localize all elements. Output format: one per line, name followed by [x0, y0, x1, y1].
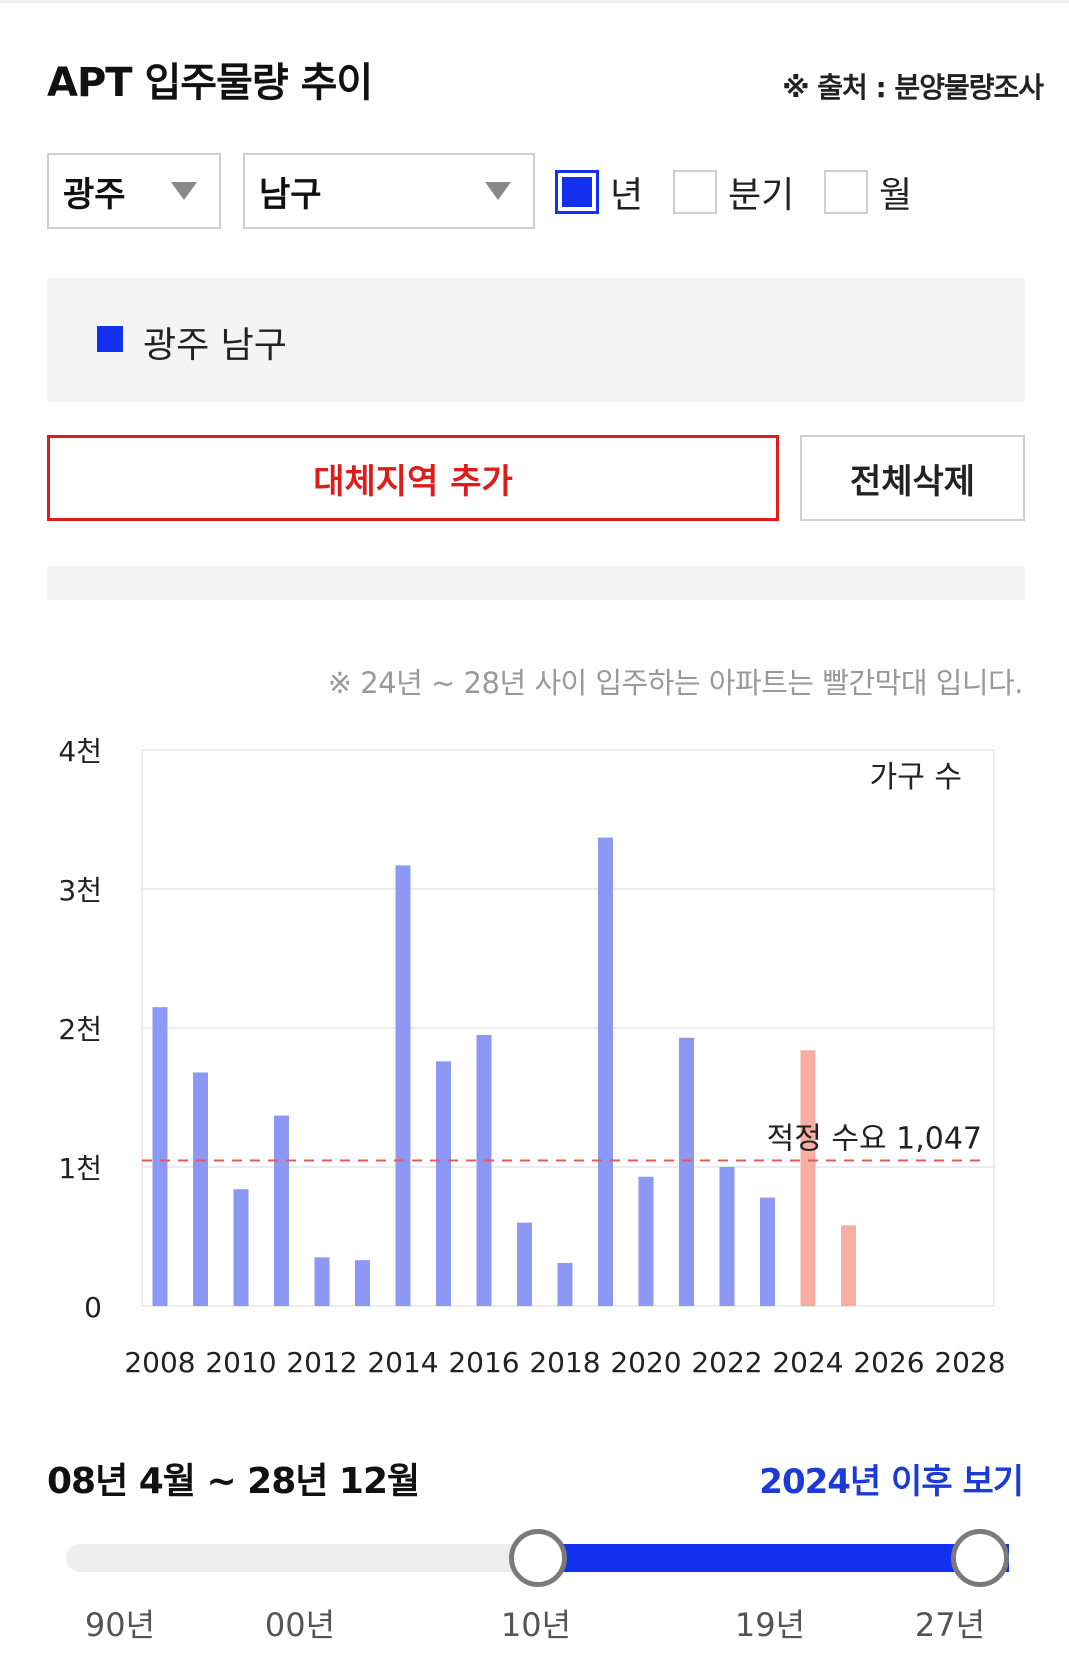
legend-panel: 광주 남구 [47, 278, 1025, 402]
bar-2014 [395, 865, 411, 1306]
period-year-checkbox[interactable] [555, 170, 599, 214]
reference-line-label: 적정 수요 1,047 [767, 1121, 982, 1156]
slider-tick-label: 19년 [734, 1606, 806, 1644]
bar-2013 [355, 1260, 370, 1306]
x-tick-label: 2018 [529, 1346, 600, 1379]
bar-2020 [638, 1176, 654, 1306]
view-after-2024-link[interactable]: 2024년 이후 보기 [759, 1462, 1024, 1502]
delete-all-button[interactable]: 전체삭제 [800, 435, 1025, 521]
chart-note: ※ 24년 ~ 28년 사이 입주하는 아파트는 빨간막대 입니다. [327, 666, 1024, 700]
bar-2018 [557, 1262, 573, 1306]
add-region-button[interactable]: 대체지역 추가 [47, 435, 779, 521]
slider-tick-label: 10년 [500, 1606, 572, 1644]
bar-2025 [841, 1225, 856, 1306]
x-tick-label: 2026 [853, 1346, 924, 1379]
period-quarter-label: 분기 [728, 175, 795, 216]
y-tick-label: 3천 [58, 874, 102, 907]
x-tick-label: 2028 [934, 1346, 1005, 1379]
page-title: APT 입주물량 추이 [47, 60, 373, 106]
period-month-checkbox[interactable] [824, 170, 868, 214]
y-unit-label: 가구 수 [870, 760, 962, 795]
region-select[interactable]: 광주 [47, 153, 221, 229]
y-tick-label: 0 [84, 1291, 102, 1324]
bar-2011 [274, 1115, 289, 1306]
y-tick-label: 1천 [58, 1152, 102, 1185]
x-tick-label: 2014 [367, 1346, 438, 1379]
x-tick-label: 2010 [205, 1346, 276, 1379]
bar-2012 [314, 1257, 330, 1306]
bar-2015 [436, 1061, 451, 1306]
x-tick-label: 2016 [448, 1346, 519, 1379]
divider-bar [47, 566, 1025, 600]
x-tick-label: 2012 [286, 1346, 357, 1379]
slider-tick-label: 90년 [84, 1606, 156, 1644]
bar-2017 [517, 1222, 532, 1306]
slider-end-handle[interactable] [951, 1529, 1009, 1587]
bar-2019 [598, 837, 613, 1306]
district-select-value: 남구 [259, 174, 322, 215]
bar-2022 [719, 1167, 735, 1306]
source-note: ※ 출처 : 분양물량조사 [782, 71, 1044, 104]
bar-2010 [233, 1189, 249, 1306]
bar-2023 [760, 1197, 775, 1306]
legend-swatch [97, 326, 123, 352]
period-quarter-checkbox[interactable] [673, 170, 717, 214]
top-divider [0, 0, 1069, 3]
period-range-label: 08년 4월 ~ 28년 12월 [47, 1461, 420, 1502]
slider-start-handle[interactable] [509, 1529, 567, 1587]
y-tick-label: 2천 [58, 1013, 102, 1046]
x-tick-label: 2024 [772, 1346, 843, 1379]
legend-label: 광주 남구 [143, 325, 287, 366]
chevron-down-icon [485, 182, 511, 200]
period-month-label: 월 [879, 175, 913, 216]
bar-2021 [679, 1037, 694, 1306]
bar-2008 [152, 1007, 168, 1306]
bar-2016 [476, 1034, 492, 1306]
bar-2024 [800, 1050, 816, 1306]
slider-selected-range [539, 1544, 1009, 1572]
bar-2009 [193, 1072, 208, 1306]
x-tick-label: 2022 [691, 1346, 762, 1379]
x-tick-label: 2020 [610, 1346, 681, 1379]
slider-tick-label: 00년 [264, 1606, 336, 1644]
y-tick-label: 4천 [58, 735, 102, 768]
bar-chart: 0 1천 2천 3천 4천 2008 2010 2012 2014 2016 2018 2020 202… [58, 735, 1005, 1379]
region-select-value: 광주 [63, 174, 126, 215]
district-select[interactable]: 남구 [243, 153, 535, 229]
period-year-label: 년 [610, 175, 644, 216]
x-tick-label: 2008 [124, 1346, 195, 1379]
slider-tick-label: 27년 [914, 1606, 986, 1644]
chevron-down-icon [171, 182, 197, 200]
